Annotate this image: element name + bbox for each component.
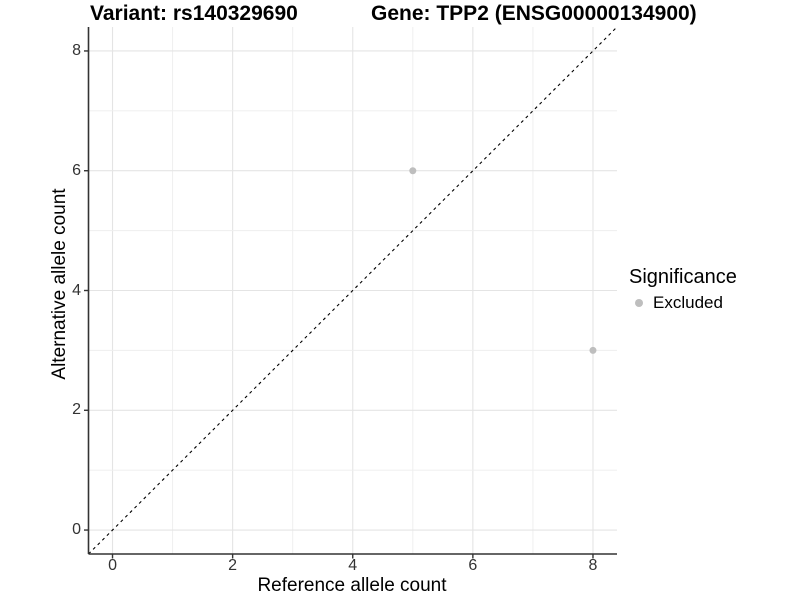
y-tick-label-2: 2 bbox=[72, 401, 81, 419]
legend-title: Significance bbox=[629, 266, 737, 288]
y-tick-label-0: 0 bbox=[72, 521, 81, 539]
legend: Significance Excluded bbox=[629, 266, 737, 313]
x-tick-label-2: 2 bbox=[228, 556, 238, 574]
data-point-8-3 bbox=[589, 346, 597, 354]
x-tick-label-8: 8 bbox=[588, 556, 598, 574]
plot-title-variant: Variant: rs140329690 bbox=[90, 2, 298, 25]
x-tick-label-0: 0 bbox=[108, 556, 117, 574]
identity-dashed-line bbox=[88, 26, 618, 555]
x-tick-label-6: 6 bbox=[468, 556, 478, 574]
y-tick-label-8: 8 bbox=[72, 41, 81, 59]
x-tick-label-4: 4 bbox=[348, 556, 358, 574]
legend-item-label: Excluded bbox=[653, 293, 723, 312]
plot-title-gene: Gene: TPP2 (ENSG00000134900) bbox=[371, 2, 697, 25]
x-axis-title: Reference allele count bbox=[257, 575, 447, 596]
data-point-5-6 bbox=[409, 167, 417, 175]
legend-item-excluded: Excluded bbox=[629, 293, 737, 313]
excluded-marker-icon bbox=[635, 299, 643, 307]
y-tick-label-4: 4 bbox=[72, 281, 81, 299]
y-tick-label-6: 6 bbox=[72, 161, 81, 179]
